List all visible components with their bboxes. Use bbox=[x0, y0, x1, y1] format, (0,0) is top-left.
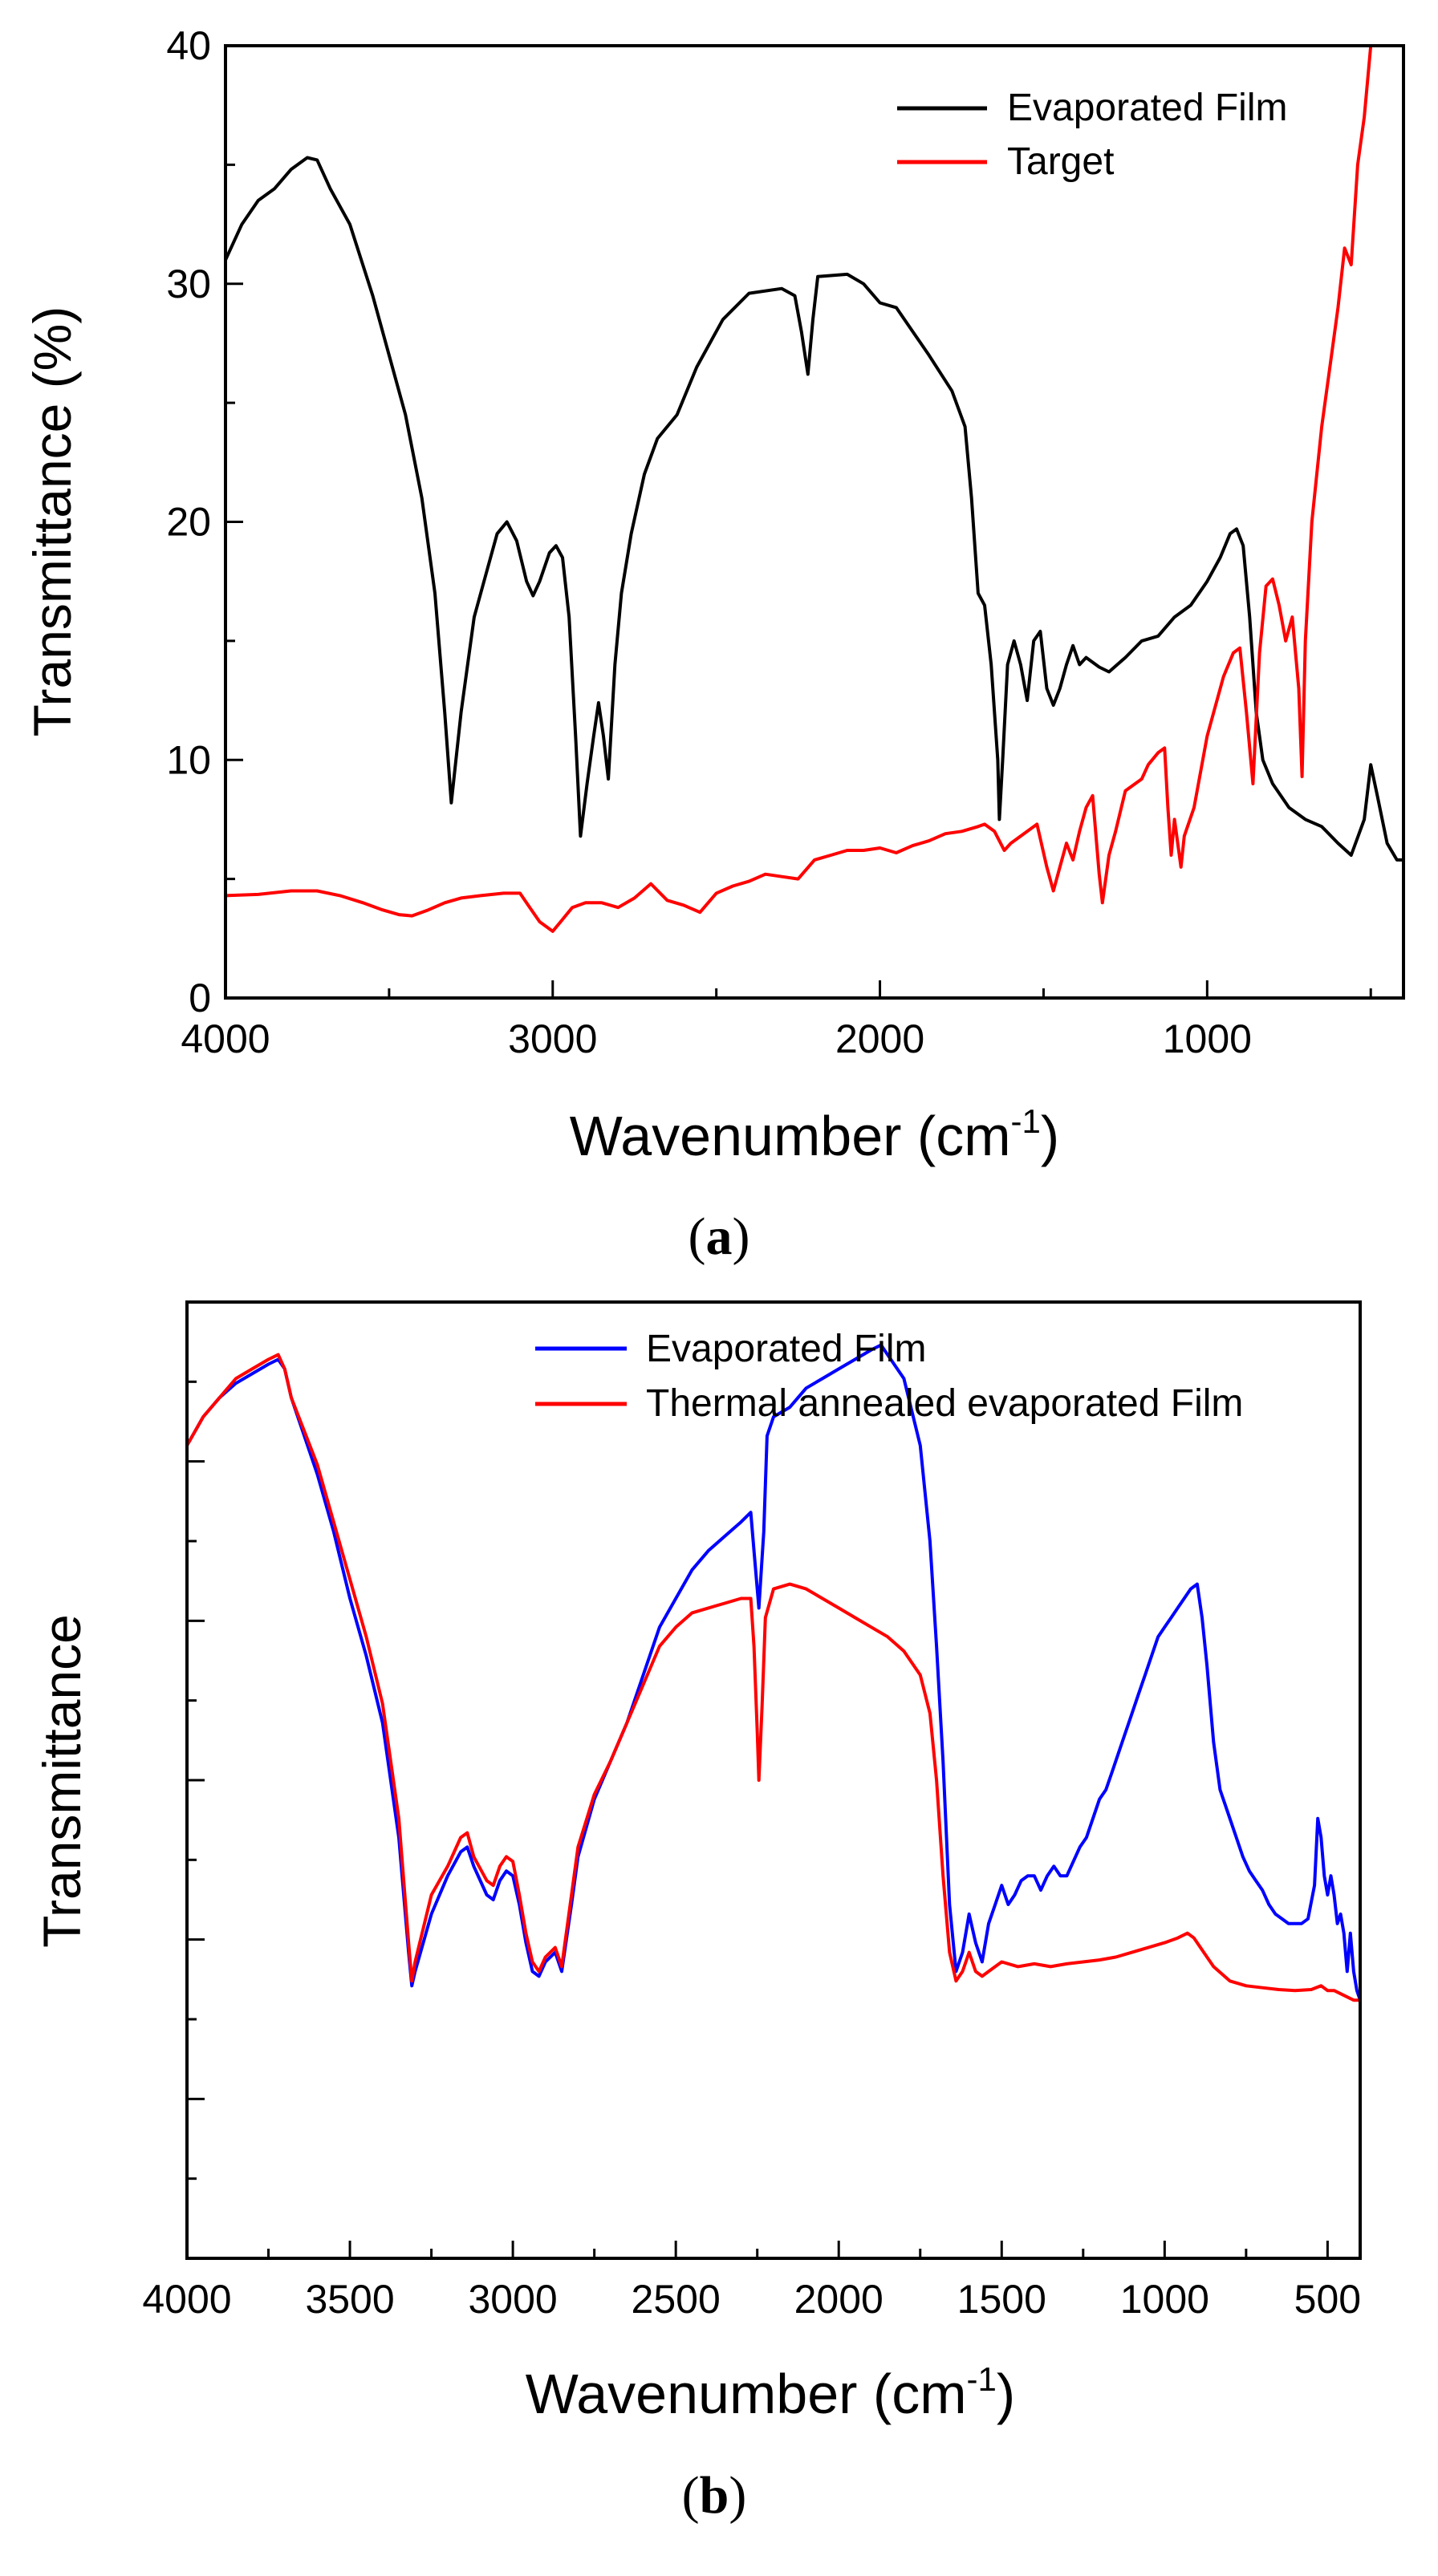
series-group bbox=[224, 45, 1403, 933]
x-tick-label: 1000 bbox=[1163, 1016, 1252, 1061]
series-group bbox=[185, 1343, 1362, 2002]
x-tick-label: 3000 bbox=[508, 1016, 597, 1061]
legend: Evaporated Film Target bbox=[897, 87, 1287, 183]
legend-label-thermal-annealed: Thermal annealed evaporated Film bbox=[646, 1382, 1243, 1425]
y-tick-label: 10 bbox=[166, 737, 211, 782]
legend-label-evaporated-film: Evaporated Film bbox=[1007, 87, 1287, 129]
x-tick-label: 4000 bbox=[142, 2277, 231, 2322]
tick-labels: 4000 3500 3000 2500 2000 1500 1000 500 bbox=[142, 2277, 1361, 2322]
axis-ticks bbox=[185, 1300, 1329, 2260]
legend: Evaporated Film Thermal annealed evapora… bbox=[535, 1328, 1243, 1425]
y-axis-label: Transmittance (%) bbox=[22, 306, 82, 737]
x-tick-label: 2500 bbox=[632, 2277, 721, 2322]
x-tick-label: 2000 bbox=[794, 2277, 884, 2322]
plot-frame bbox=[224, 44, 1405, 1000]
x-tick-label: 2000 bbox=[835, 1016, 924, 1061]
series-line-evaporated-film bbox=[224, 156, 1403, 862]
x-tick-label: 3000 bbox=[468, 2277, 557, 2322]
panel-caption-b: (b) bbox=[682, 2466, 747, 2525]
panel-caption-a: (a) bbox=[689, 1207, 750, 1266]
chart-panel-b: 4000 3500 3000 2500 2000 1500 1000 500 Transmit… bbox=[32, 1300, 1362, 2525]
y-tick-label: 40 bbox=[166, 23, 211, 68]
plot-frame bbox=[185, 1300, 1362, 2260]
chart-panel-a: 4000 3000 2000 1000 0 10 20 30 40 Transmittance … bbox=[22, 23, 1405, 1266]
series-line-target bbox=[225, 45, 1373, 933]
legend-label-evaporated-film: Evaporated Film bbox=[646, 1328, 926, 1370]
y-axis-label: Transmittance bbox=[32, 1614, 91, 1948]
y-tick-label: 20 bbox=[166, 500, 211, 545]
x-tick-label: 4000 bbox=[181, 1016, 270, 1061]
tick-labels: 4000 3000 2000 1000 0 10 20 30 40 bbox=[166, 23, 1252, 1061]
x-axis-label: Wavenumber (cm-1) bbox=[526, 2360, 1015, 2425]
x-tick-label: 1500 bbox=[957, 2277, 1046, 2322]
axis-ticks bbox=[224, 44, 1372, 1000]
y-tick-label: 0 bbox=[189, 976, 211, 1020]
x-axis-label: Wavenumber (cm-1) bbox=[570, 1102, 1059, 1167]
x-tick-label: 500 bbox=[1294, 2277, 1361, 2322]
series-line-evaporated-film bbox=[185, 1343, 1362, 2001]
series-line-thermal-annealed-evaporated-film bbox=[185, 1353, 1360, 2002]
y-tick-label: 30 bbox=[166, 262, 211, 306]
legend-label-target: Target bbox=[1007, 140, 1114, 183]
x-tick-label: 1000 bbox=[1120, 2277, 1209, 2322]
x-tick-label: 3500 bbox=[305, 2277, 394, 2322]
